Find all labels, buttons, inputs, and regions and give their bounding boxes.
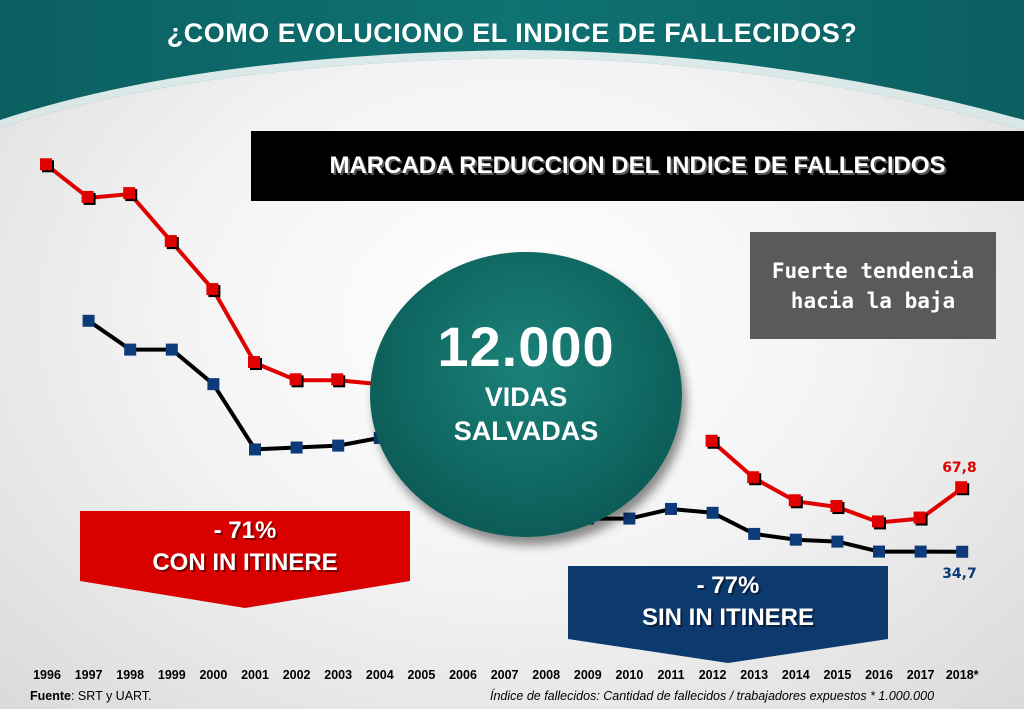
series-con-point xyxy=(331,373,344,386)
series-con-point xyxy=(248,356,260,369)
source-label: Fuente xyxy=(30,689,71,703)
x-tick-label: 1996 xyxy=(33,668,61,682)
series-sin-point xyxy=(249,443,261,456)
lives-saved-line-1: VIDAS xyxy=(484,382,568,412)
series-sin-line xyxy=(585,507,965,554)
series-sin-point xyxy=(623,512,636,525)
series-sin-point xyxy=(82,314,95,327)
x-tick-label: 2000 xyxy=(199,668,227,682)
series-con-point xyxy=(81,190,94,203)
series-sin-point xyxy=(165,343,178,356)
x-tick-label: 2001 xyxy=(241,668,269,682)
series-con-point xyxy=(705,434,718,447)
x-tick-label: 1999 xyxy=(158,668,186,682)
series-sin-point xyxy=(290,441,303,454)
series-sin-point xyxy=(706,506,719,519)
series-sin-end-label: 34,7 xyxy=(942,566,977,582)
series-con-point xyxy=(955,481,968,494)
x-tick-label: 2004 xyxy=(366,668,394,682)
blue-arrow-shape xyxy=(568,566,888,663)
trend-line-2: hacia la baja xyxy=(790,288,956,313)
series-sin-point xyxy=(914,545,927,558)
sin-itinere-callout: - 77% SIN IN ITINERE xyxy=(568,566,888,663)
x-tick-label: 2010 xyxy=(615,668,643,682)
header-band xyxy=(0,0,1024,130)
source-note: Fuente: SRT y UART. xyxy=(30,689,152,703)
reduction-banner: MARCADA REDUCCION DEL INDICE DE FALLECID… xyxy=(251,131,1024,201)
x-tick-label: 2018* xyxy=(946,668,979,682)
series-con-point xyxy=(40,158,52,171)
con-itinere-callout: - 71% CON IN ITINERE xyxy=(80,511,410,608)
series-con-point xyxy=(830,500,843,513)
sin-itinere-label: SIN IN ITINERE xyxy=(641,604,815,631)
series-sin-point xyxy=(124,343,137,356)
trend-box: Fuerte tendencia hacia la baja xyxy=(750,232,996,339)
series-sin-point xyxy=(956,545,969,558)
x-tick-label: 2009 xyxy=(574,668,602,682)
x-tick-label: 2017 xyxy=(907,668,935,682)
series-sin-point xyxy=(831,535,844,548)
series-con-point xyxy=(123,187,136,200)
series-sin-point xyxy=(748,527,761,540)
x-tick-label: 2003 xyxy=(324,668,352,682)
x-tick-label: 2002 xyxy=(283,668,311,682)
series-con-point xyxy=(206,283,219,296)
lives-saved-line-2: SALVADAS xyxy=(453,416,599,446)
trend-line-1: Fuerte tendencia xyxy=(771,258,975,283)
x-tick-label: 2005 xyxy=(407,668,435,682)
series-sin-point xyxy=(789,533,802,546)
red-arrow-shape xyxy=(80,511,410,608)
sin-itinere-pct: - 77% xyxy=(696,572,760,599)
x-tick-label: 1997 xyxy=(75,668,103,682)
page-title: ¿COMO EVOLUCIONO EL INDICE DE FALLECIDOS… xyxy=(166,18,858,48)
series-con-end-label: 67,8 xyxy=(942,460,977,476)
lives-saved-circle: 12.000 VIDAS SALVADAS xyxy=(370,252,682,537)
con-itinere-label: CON IN ITINERE xyxy=(152,549,338,576)
series-sin-point xyxy=(332,439,345,452)
x-tick-label: 1998 xyxy=(116,668,144,682)
series-con-point xyxy=(164,235,177,248)
x-tick-label: 2008 xyxy=(532,668,560,682)
x-tick-label: 2007 xyxy=(491,668,519,682)
source-text: : SRT y UART. xyxy=(70,689,152,703)
index-definition-note: Índice de fallecidos: Cantidad de fallec… xyxy=(490,689,935,703)
series-sin-point xyxy=(207,378,220,391)
x-tick-label: 2013 xyxy=(740,668,768,682)
series-con-point xyxy=(872,515,884,528)
x-tick-label: 2014 xyxy=(782,668,810,682)
header-swoosh xyxy=(0,50,1024,130)
series-sin-line xyxy=(86,318,382,452)
x-tick-label: 2015 xyxy=(823,668,851,682)
series-con-point xyxy=(913,511,926,524)
series-sin-point xyxy=(665,502,677,515)
x-tick-label: 2016 xyxy=(865,668,893,682)
series-con-point xyxy=(289,373,302,386)
series-con-point xyxy=(747,471,760,484)
lives-saved-number: 12.000 xyxy=(437,315,615,378)
series-con-point xyxy=(788,494,801,507)
x-tick-label: 2011 xyxy=(657,668,684,682)
con-itinere-pct: - 71% xyxy=(213,517,277,544)
series-sin-point xyxy=(873,545,885,558)
x-tick-label: 2012 xyxy=(699,668,727,682)
x-tick-label: 2006 xyxy=(449,668,477,682)
